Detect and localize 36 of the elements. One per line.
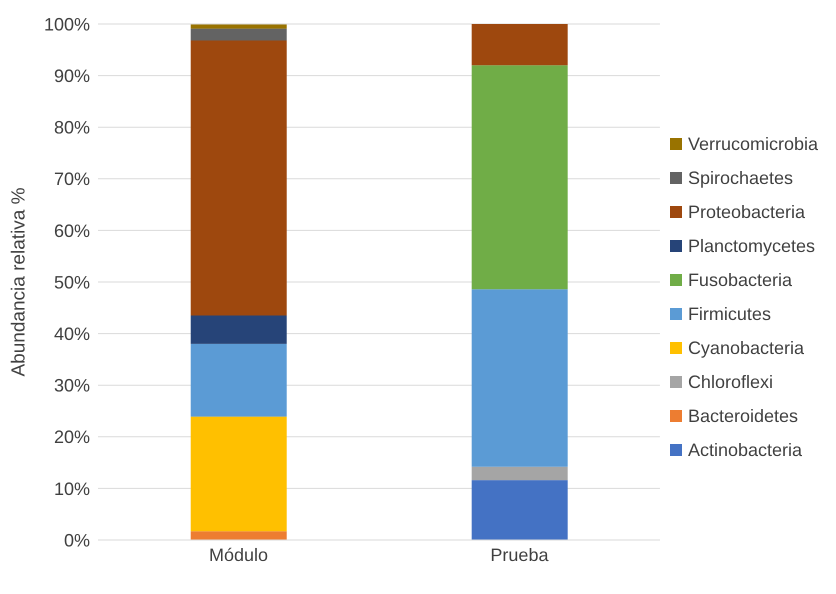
y-tick-label: 50% (54, 272, 90, 292)
y-tick-label: 40% (54, 324, 90, 344)
bar (190, 531, 287, 540)
y-tick-label: 30% (54, 376, 90, 396)
bar (190, 316, 287, 344)
x-tick-label: Módulo (208, 544, 268, 565)
bar (190, 344, 287, 417)
y-tick-label: 70% (54, 169, 90, 190)
bar (472, 24, 568, 66)
y-tick-label: 20% (54, 427, 90, 448)
y-tick-label: 60% (54, 220, 90, 241)
bar (190, 24, 287, 29)
legend-label: Fusobacteria (688, 270, 792, 290)
bar (190, 28, 287, 41)
y-tick-label: 80% (54, 118, 90, 138)
legend-label: Planctomycetes (688, 236, 815, 256)
x-tick-label: Prueba (490, 544, 550, 565)
legend-label: Spirochaetes (688, 168, 794, 188)
bar (190, 40, 287, 316)
legend-label: Cyanobacteria (688, 338, 804, 358)
legend-label: Actinobacteria (688, 440, 802, 460)
y-tick-label: 90% (54, 66, 90, 86)
bar (472, 480, 568, 540)
legend-label: Firmicutes (688, 304, 771, 324)
y-tick-label: 0% (64, 530, 90, 550)
y-axis-title: Abundancia relativa % (8, 187, 30, 377)
legend-label: Verrucomicrobia (688, 134, 818, 154)
bar (472, 65, 568, 290)
y-tick-label: 100% (44, 14, 90, 34)
bar (472, 289, 568, 467)
bar (190, 416, 287, 532)
legend-label: Bacteroidetes (688, 406, 798, 426)
legend-label: Chloroflexi (688, 372, 773, 392)
bar (472, 466, 568, 480)
y-tick-label: 10% (54, 478, 90, 499)
legend-label: Proteobacteria (688, 202, 806, 222)
